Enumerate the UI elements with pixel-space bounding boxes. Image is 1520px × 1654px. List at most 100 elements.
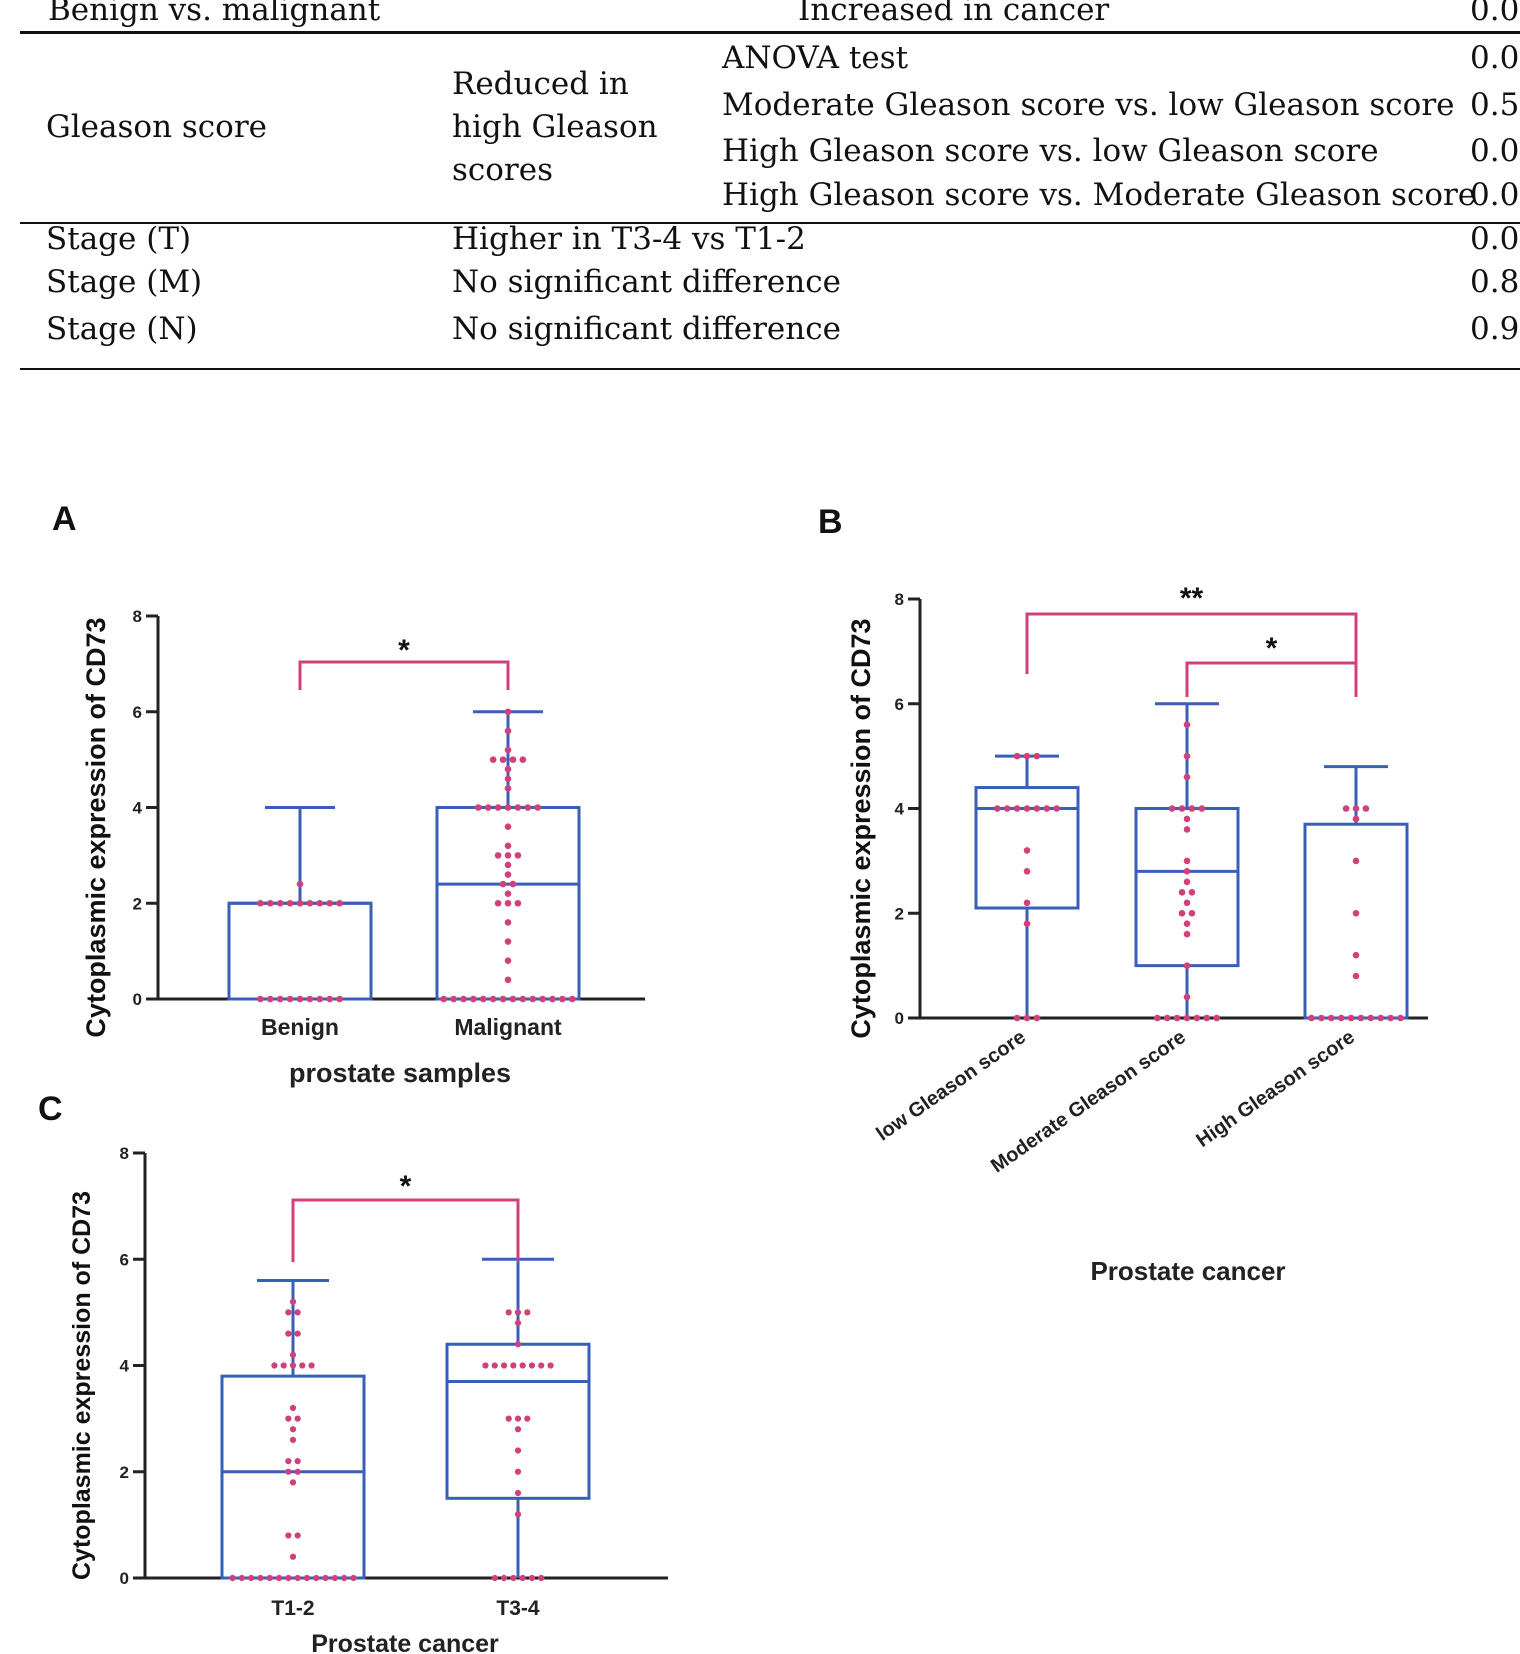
data-point	[489, 756, 497, 763]
significance-bracket	[1185, 661, 1358, 697]
data-point	[1387, 1014, 1394, 1022]
y-tick-label: 2	[895, 904, 904, 923]
data-point	[569, 995, 576, 1003]
data-point	[1183, 899, 1191, 907]
data-point	[331, 1574, 338, 1582]
data-point	[1053, 805, 1060, 812]
row-gleason-finding-line2: high Gleason	[452, 109, 658, 145]
significance-bracket	[298, 660, 510, 690]
data-point	[1033, 752, 1041, 760]
data-point	[1188, 889, 1196, 896]
data-point	[285, 1330, 292, 1337]
data-point	[1023, 920, 1031, 928]
data-point	[524, 804, 532, 811]
y-tick-label: 2	[133, 894, 142, 913]
data-point	[1318, 1014, 1325, 1022]
data-point	[479, 995, 487, 1003]
data-point	[1168, 805, 1176, 812]
significance-label: *	[1266, 632, 1278, 665]
data-point	[1188, 909, 1196, 917]
data-point	[296, 995, 304, 1003]
data-point	[1352, 951, 1360, 959]
row-mod-vs-low-label: Moderate Gleason score vs. low Gleason s…	[722, 87, 1455, 123]
data-point	[286, 995, 294, 1003]
data-point	[1003, 805, 1011, 812]
data-point	[514, 899, 522, 907]
significance-label: *	[400, 1170, 412, 1203]
data-point	[494, 899, 502, 907]
y-tick-label: 4	[895, 800, 905, 819]
row-anova-p: 0.0	[1470, 40, 1520, 76]
significance-label: *	[398, 634, 410, 667]
data-point	[1013, 1014, 1021, 1022]
data-point	[1183, 857, 1191, 865]
data-point	[294, 1415, 301, 1422]
data-point	[1183, 878, 1191, 886]
data-point	[289, 1404, 297, 1412]
row-stage-n-finding: No significant difference	[452, 311, 841, 347]
data-point	[248, 1574, 255, 1582]
data-point	[1023, 899, 1031, 907]
significance-bracket	[1025, 612, 1358, 674]
data-point	[524, 1415, 531, 1422]
data-point	[285, 1532, 292, 1539]
data-point	[1347, 1014, 1355, 1022]
data-point	[308, 1362, 315, 1369]
data-point	[303, 1574, 311, 1582]
data-point	[289, 1479, 297, 1486]
row-high-vs-mod-label: High Gleason score vs. Moderate Gleason …	[722, 177, 1477, 213]
panel-label-c: C	[38, 1090, 63, 1128]
data-point	[257, 899, 264, 907]
data-point	[1352, 805, 1360, 812]
chart-b: Cytoplasmic expression of CD73 0 2 4 6 8 low G…	[846, 582, 1428, 1286]
data-point	[460, 995, 467, 1003]
data-point	[1337, 1014, 1345, 1022]
data-point	[326, 899, 334, 907]
data-point	[1308, 1014, 1315, 1022]
data-point	[519, 1362, 526, 1369]
data-point	[504, 823, 512, 830]
box	[227, 901, 373, 1001]
data-point	[229, 1574, 236, 1582]
data-point	[1013, 752, 1021, 760]
data-point	[1362, 805, 1370, 812]
data-point	[1178, 909, 1186, 917]
data-point	[504, 871, 512, 878]
data-point	[500, 1574, 508, 1582]
data-point	[1203, 1014, 1211, 1022]
data-point	[504, 708, 512, 716]
data-point	[514, 1489, 522, 1497]
data-point	[276, 899, 284, 907]
data-point	[289, 1362, 297, 1369]
data-point	[1173, 1014, 1181, 1022]
data-point	[519, 1574, 526, 1582]
box	[1303, 822, 1409, 1020]
significance-bracket	[291, 1198, 520, 1262]
data-point	[538, 1362, 545, 1369]
y-axis-label: Cytoplasmic expression of CD73	[846, 618, 876, 1038]
category-label: Benign	[261, 1014, 339, 1040]
y-axis-label: Cytoplasmic expression of CD73	[68, 1191, 96, 1580]
category-label: Malignant	[454, 1014, 562, 1040]
data-point	[1183, 826, 1191, 833]
data-point	[1183, 752, 1191, 760]
data-point	[1357, 1014, 1365, 1022]
data-point	[514, 1511, 522, 1518]
row-stage-m-finding: No significant difference	[452, 264, 841, 300]
data-point	[271, 1362, 278, 1369]
data-point	[1023, 847, 1031, 854]
y-tick-label: 8	[133, 607, 142, 626]
data-point	[257, 995, 264, 1003]
data-point	[538, 1574, 545, 1582]
table-rule-mid	[20, 222, 1520, 224]
data-point	[289, 1553, 297, 1560]
row-benign-finding: Increased in cancer	[798, 0, 1110, 28]
data-point	[306, 899, 314, 907]
data-point	[1033, 1014, 1041, 1022]
data-point	[994, 805, 1001, 812]
data-point	[528, 1362, 536, 1369]
data-point	[289, 1436, 297, 1443]
data-point	[294, 1330, 301, 1337]
data-point	[509, 995, 517, 1003]
